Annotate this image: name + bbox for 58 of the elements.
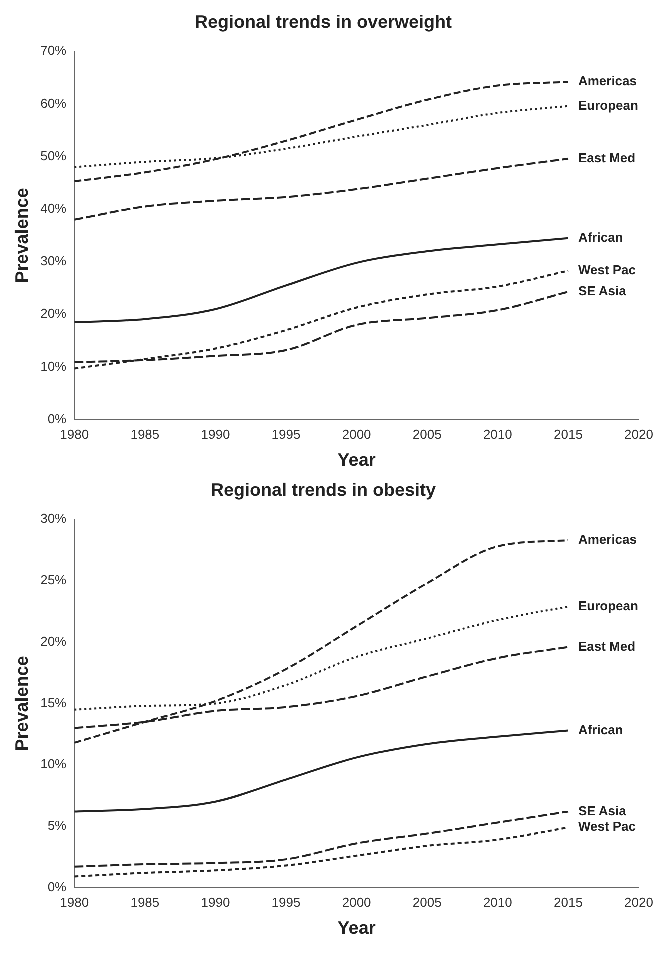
y-axis-title: Prevalence (12, 656, 32, 752)
y-tick-label: 10% (40, 358, 68, 374)
x-tick-label: 1995 (272, 895, 301, 910)
x-tick-label: 2020 (624, 895, 654, 910)
y-tick-label: 20% (40, 634, 68, 649)
x-tick-label: 2000 (342, 895, 372, 910)
series-label: East Med (578, 150, 636, 166)
x-tick-label: 1995 (272, 427, 301, 442)
line-series (74, 539, 570, 744)
series-label: West Pac (578, 262, 636, 278)
x-tick-label: 1990 (201, 895, 230, 910)
x-tick-label: 1985 (130, 895, 160, 910)
x-tick-label: 1990 (201, 427, 230, 442)
y-tick-label: 25% (40, 572, 68, 588)
series-label: African (578, 722, 624, 738)
y-tick-label: 20% (40, 306, 68, 322)
series-label: European (578, 598, 638, 614)
series-label: SE Asia (578, 803, 628, 818)
series-label: East Med (578, 638, 636, 654)
x-tick-label: 1980 (60, 895, 90, 910)
series-label: European (578, 98, 638, 113)
y-tick-label: 60% (40, 96, 68, 111)
chart-title: Regional trends in obesity (210, 480, 436, 500)
x-tick-label: 2005 (412, 895, 442, 910)
line-series (74, 158, 570, 221)
x-tick-label: 2015 (554, 895, 583, 910)
x-tick-label: 1985 (130, 427, 160, 442)
y-tick-label: 50% (40, 148, 68, 164)
x-tick-label: 2010 (483, 895, 512, 910)
series-label: West Pac (578, 819, 636, 834)
x-tick-label: 2005 (412, 427, 442, 442)
chart-title: Regional trends in overweight (194, 12, 452, 32)
y-tick-label: 40% (40, 200, 68, 216)
y-axis-title: Prevalence (12, 188, 32, 284)
line-series (74, 730, 570, 813)
y-tick-label: 30% (40, 511, 68, 526)
x-tick-label: 2010 (483, 427, 512, 442)
y-tick-label: 5% (48, 818, 68, 834)
y-tick-label: 15% (40, 695, 68, 710)
x-axis-title: Year (338, 918, 376, 938)
line-series (74, 81, 570, 183)
line-series (74, 270, 570, 370)
y-tick-label: 70% (40, 43, 68, 58)
line-series (74, 810, 570, 868)
x-tick-label: 1980 (60, 427, 90, 442)
y-tick-label: 30% (40, 254, 68, 269)
y-tick-label: 10% (40, 756, 68, 772)
x-tick-label: 2015 (554, 427, 583, 442)
series-label: Americas (578, 74, 637, 89)
series-label: Americas (578, 532, 637, 548)
y-tick-label: 0% (48, 879, 68, 894)
line-series (74, 237, 570, 324)
x-axis-title: Year (338, 450, 376, 470)
x-tick-label: 2020 (624, 427, 654, 442)
series-label: African (578, 230, 624, 245)
series-label: SE Asia (578, 284, 628, 299)
x-tick-label: 2000 (342, 427, 372, 442)
y-tick-label: 0% (48, 411, 68, 426)
